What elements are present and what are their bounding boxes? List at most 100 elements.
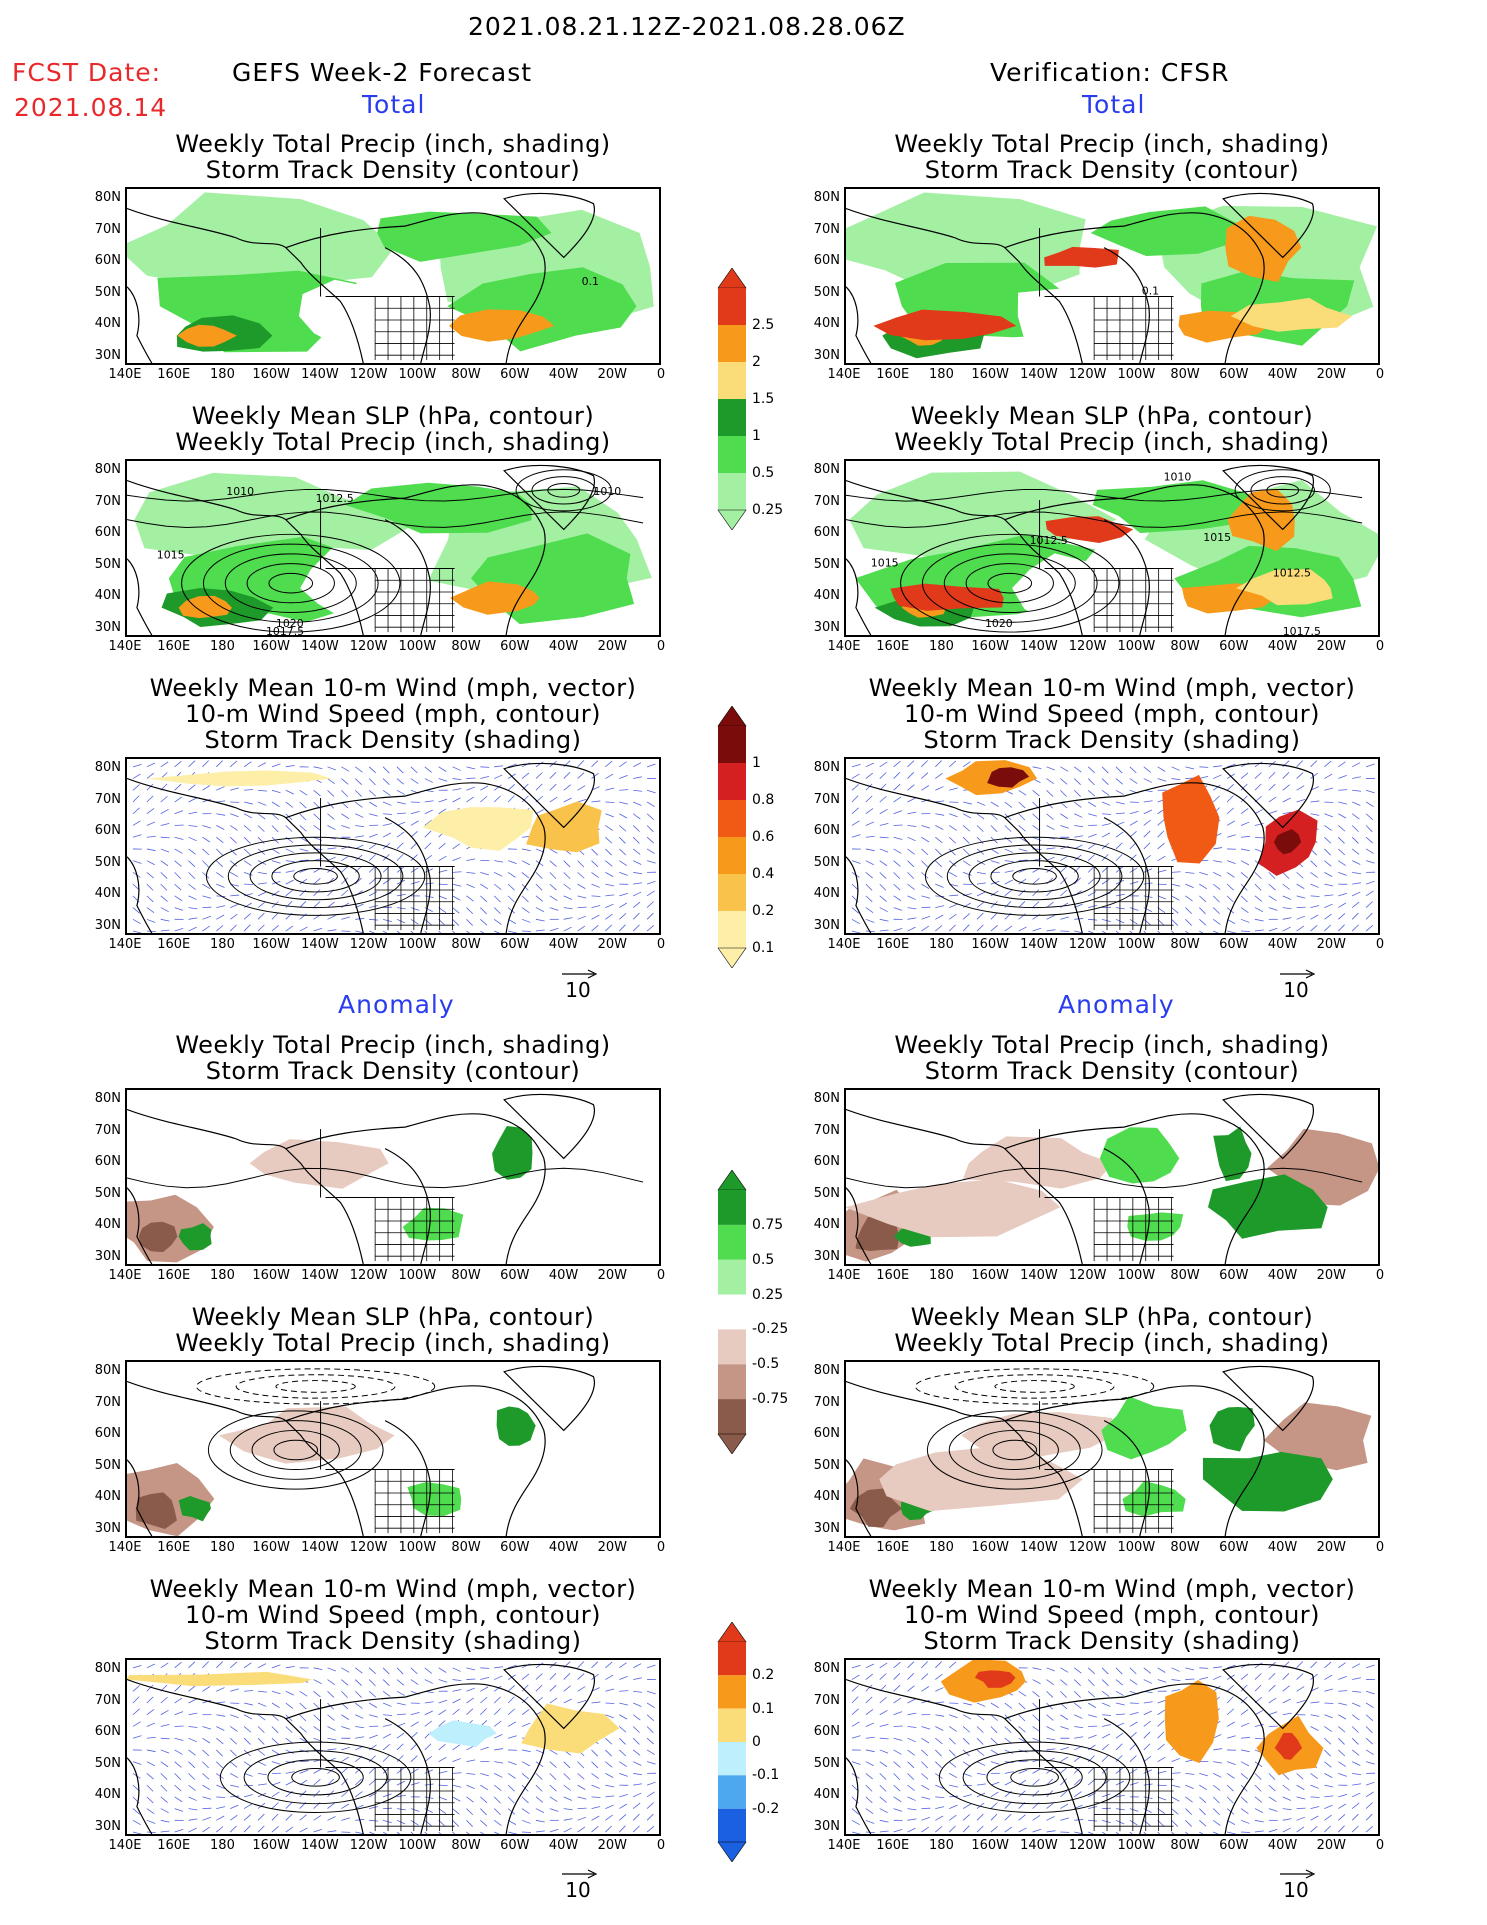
lat-tick-label: 50N: [813, 1457, 840, 1473]
lon-tick-label: 160W: [252, 1838, 290, 1853]
lat-tick-label: 80N: [813, 1363, 840, 1378]
lon-tick-label: 80W: [1170, 937, 1200, 952]
lon-tick-label: 20W: [1316, 937, 1346, 952]
panel-title-line: Weekly Mean 10-m Wind (mph, vector): [868, 674, 1356, 702]
colorbar-label: 1.5: [752, 391, 775, 407]
panel-title-line: Weekly Total Precip (inch, shading): [175, 130, 611, 158]
state-borders: [374, 866, 455, 931]
lat-tick-label: 50N: [94, 854, 121, 870]
lat-tick-label: 60N: [94, 823, 121, 839]
map-canvas: [127, 1093, 644, 1264]
lon-tick-label: 180: [210, 1268, 235, 1283]
lon-tick-label: 140E: [827, 1838, 861, 1853]
lon-tick-label: 160W: [971, 1268, 1009, 1283]
lon-tick-label: 120W: [349, 1838, 388, 1853]
colorbar-label: -0.1: [752, 1767, 780, 1784]
colorbar-swatch: [718, 1642, 746, 1676]
colorbar-swatch: [718, 1399, 746, 1434]
lon-tick-label: 80W: [451, 1540, 481, 1555]
lon-tick-label: 140W: [1020, 367, 1058, 382]
panel-title-line: Weekly Total Precip (inch, shading): [894, 428, 1330, 456]
lon-tick-label: 0: [1375, 1838, 1385, 1853]
anomaly-shading: [492, 1125, 533, 1180]
storm-anomaly-colorbar: [717, 1622, 747, 1862]
panel-title-line: Weekly Mean 10-m Wind (mph, vector): [868, 1575, 1356, 1603]
precip-shading: [1225, 215, 1302, 283]
anomaly-shading: [1122, 1481, 1186, 1517]
anomaly-shading: [849, 1488, 903, 1528]
anomaly-shading: [1263, 1402, 1372, 1471]
period-title: 2021.08.21.12Z-2021.08.28.06Z: [468, 12, 906, 41]
lon-tick-label: 0: [656, 1268, 666, 1283]
lon-tick-label: 120W: [349, 1540, 388, 1555]
lat-tick-label: 30N: [94, 918, 121, 933]
colorbar-label: 0.8: [752, 792, 775, 808]
reference-arrow-label: 10: [565, 978, 591, 1002]
lon-tick-label: 180: [929, 1540, 954, 1555]
lon-tick-label: 140E: [108, 1540, 142, 1555]
storm-anomaly-shading: [127, 1671, 313, 1687]
lon-tick-label: 80W: [1170, 1838, 1200, 1853]
storm-anomaly-shading: [1164, 1679, 1219, 1764]
lon-tick-label: 40W: [548, 1268, 579, 1283]
map-canvas: [127, 1365, 596, 1536]
lon-tick-label: 120W: [349, 639, 388, 654]
lat-tick-label: 70N: [813, 1394, 840, 1410]
lat-tick-label: 60N: [94, 253, 121, 269]
lon-tick-label: 160E: [157, 639, 191, 654]
slp-isobar: [127, 488, 644, 502]
colorbar-swatch: [718, 1190, 746, 1225]
lon-tick-label: 20W: [597, 1540, 627, 1555]
lon-tick-label: 180: [210, 1540, 235, 1555]
lon-tick-label: 100W: [1117, 639, 1156, 654]
coastline: [846, 192, 1315, 363]
colorbar-label: 1: [752, 755, 761, 771]
reference-arrow-label: 10: [565, 1878, 591, 1902]
map-canvas: [846, 1093, 1378, 1264]
coastline: [127, 1093, 596, 1264]
panel-title-line: Weekly Total Precip (inch, shading): [894, 130, 1330, 158]
lon-tick-label: 160W: [971, 639, 1009, 654]
lon-tick-label: 80W: [451, 1838, 481, 1853]
lon-tick-label: 20W: [597, 1268, 627, 1283]
lat-tick-label: 30N: [94, 1819, 121, 1834]
lon-tick-label: 140E: [827, 367, 861, 382]
lat-tick-label: 70N: [94, 1122, 121, 1138]
lon-tick-label: 20W: [597, 1838, 627, 1853]
map-canvas: [127, 760, 657, 933]
lon-tick-label: 160E: [876, 937, 910, 952]
precip-shading: [1230, 297, 1352, 332]
panel-title-line: Storm Track Density (shading): [923, 726, 1301, 754]
colorbar-swatch: [718, 763, 746, 800]
lon-tick-label: 160E: [876, 1540, 910, 1555]
colorbar-label: 0.6: [752, 829, 775, 845]
precip-shading: [1044, 246, 1119, 268]
lat-tick-label: 40N: [94, 316, 121, 332]
colorbar-swatch: [718, 436, 746, 473]
lon-tick-label: 140E: [108, 937, 142, 952]
wind-vectors: [851, 760, 1376, 933]
lon-tick-label: 60W: [500, 1540, 530, 1555]
colorbar-swatch: [718, 800, 746, 837]
reference-arrow: [562, 969, 598, 979]
lon-tick-label: 180: [929, 639, 954, 654]
lon-tick-label: 40W: [1267, 937, 1298, 952]
lat-tick-label: 80N: [813, 462, 840, 477]
anomaly-shading: [178, 1496, 211, 1522]
lon-tick-label: 60W: [1219, 937, 1249, 952]
map-panel: [844, 1360, 1380, 1538]
lat-tick-label: 80N: [813, 1091, 840, 1106]
colorbar-label: 0.2: [752, 903, 775, 919]
colorbar-swatch: [718, 1742, 746, 1776]
fcst-date-label: FCST Date:: [12, 58, 162, 87]
lat-tick-label: 50N: [813, 854, 840, 870]
colorbar-label: 0.25: [752, 1286, 784, 1303]
panel-title-line: Weekly Mean SLP (hPa, contour): [191, 1303, 595, 1331]
anomaly-shading: [1207, 1174, 1328, 1239]
lon-tick-label: 160E: [876, 1268, 910, 1283]
anomaly-shading: [1101, 1396, 1187, 1460]
colorbar-swatch: [718, 1808, 746, 1842]
precip-shading: [377, 211, 552, 262]
precip-shading: [177, 324, 237, 347]
colorbar-swatch: [718, 399, 746, 436]
